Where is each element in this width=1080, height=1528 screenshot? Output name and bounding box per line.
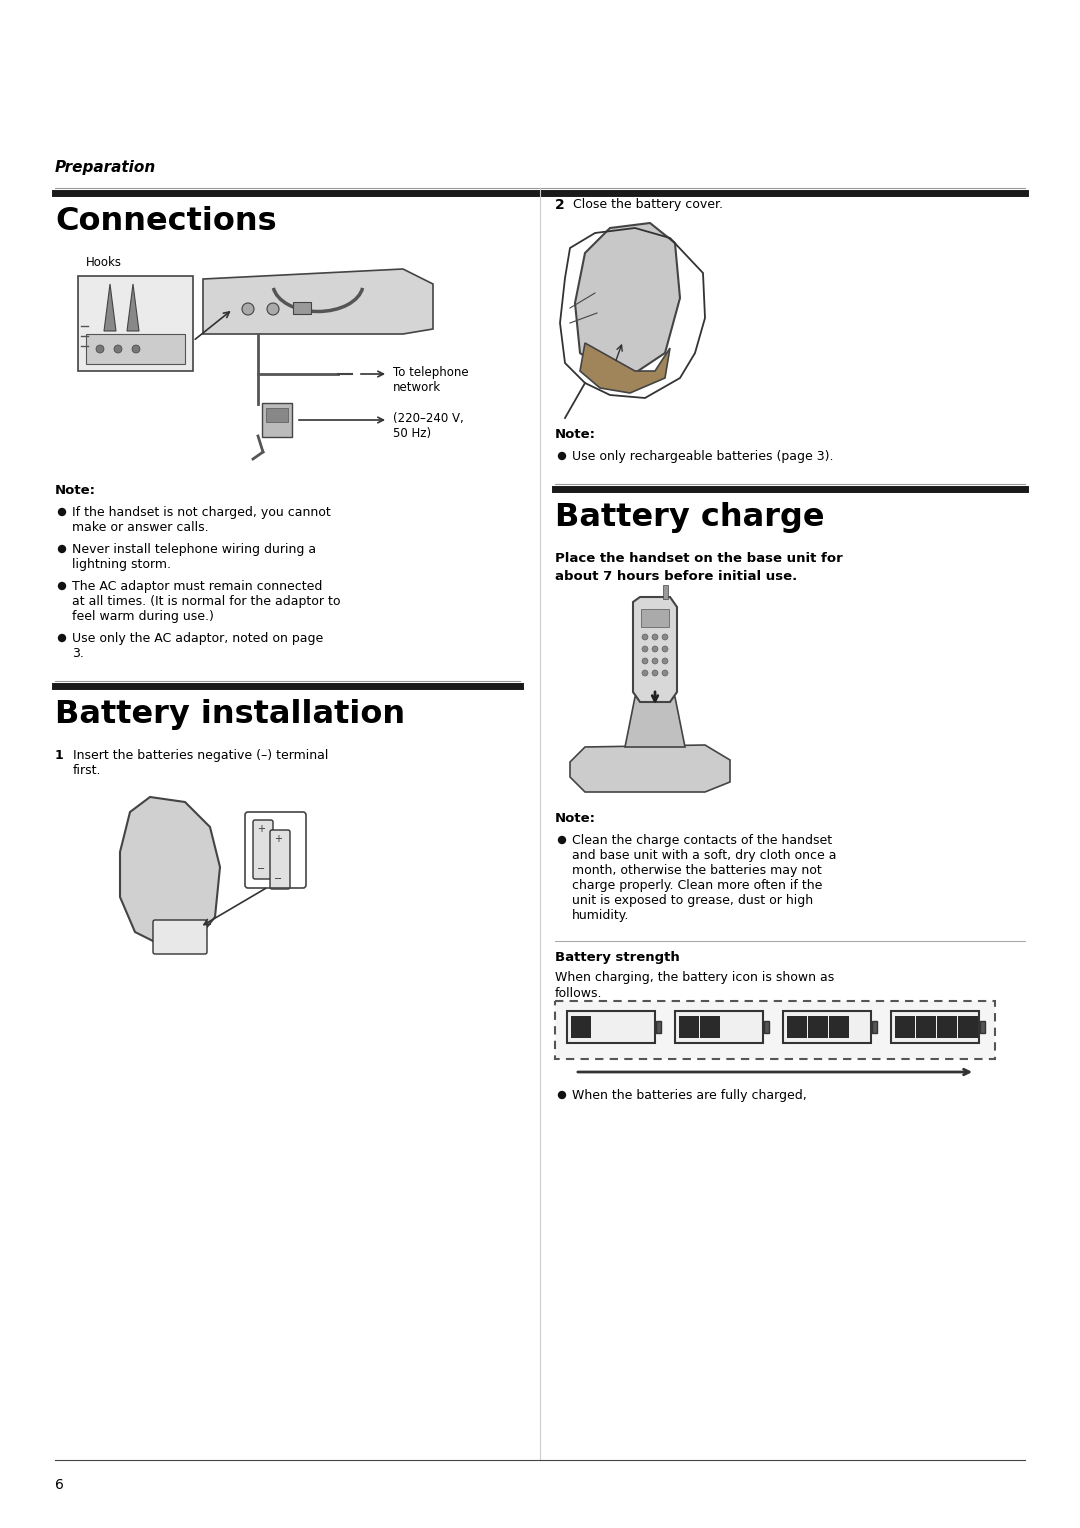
Text: Preparation: Preparation	[55, 160, 157, 176]
Bar	[764, 1021, 769, 1033]
Circle shape	[58, 634, 66, 642]
Text: Battery installation: Battery installation	[55, 698, 405, 730]
FancyBboxPatch shape	[262, 403, 292, 437]
Circle shape	[558, 452, 566, 460]
Circle shape	[652, 669, 658, 675]
Text: 6: 6	[55, 1478, 64, 1491]
Text: Clean the charge contacts of the handset
and base unit with a soft, dry cloth on: Clean the charge contacts of the handset…	[572, 834, 837, 921]
Text: To telephone
network: To telephone network	[393, 367, 469, 394]
Circle shape	[652, 646, 658, 652]
Circle shape	[662, 646, 669, 652]
Text: Use only rechargeable batteries (page 3).: Use only rechargeable batteries (page 3)…	[572, 451, 834, 463]
Bar	[891, 1012, 978, 1044]
Polygon shape	[203, 269, 433, 335]
Bar	[679, 1016, 699, 1038]
FancyBboxPatch shape	[253, 821, 273, 879]
Bar	[872, 1021, 877, 1033]
Text: Insert the batteries negative (–) terminal
first.: Insert the batteries negative (–) termin…	[73, 749, 328, 778]
Text: Never install telephone wiring during a
lightning storm.: Never install telephone wiring during a …	[72, 542, 316, 571]
Polygon shape	[120, 798, 220, 947]
Circle shape	[652, 659, 658, 665]
Text: Place the handset on the base unit for: Place the handset on the base unit for	[555, 552, 842, 565]
Text: Use only the AC adaptor, noted on page
3.: Use only the AC adaptor, noted on page 3…	[72, 633, 323, 660]
Bar	[663, 585, 669, 599]
Text: 1: 1	[55, 749, 64, 762]
Circle shape	[642, 659, 648, 665]
Text: Hooks: Hooks	[86, 257, 122, 269]
Text: Battery strength: Battery strength	[555, 950, 679, 964]
Text: about 7 hours before initial use.: about 7 hours before initial use.	[555, 570, 797, 584]
Circle shape	[114, 345, 122, 353]
Circle shape	[652, 634, 658, 640]
Circle shape	[242, 303, 254, 315]
Bar	[266, 408, 288, 422]
Polygon shape	[127, 284, 139, 332]
Circle shape	[58, 545, 66, 553]
Text: Connections: Connections	[55, 206, 276, 237]
FancyBboxPatch shape	[270, 830, 291, 889]
Polygon shape	[570, 746, 730, 792]
Text: Note:: Note:	[555, 428, 596, 442]
Bar	[916, 1016, 936, 1038]
Polygon shape	[625, 697, 685, 747]
Text: When charging, the battery icon is shown as: When charging, the battery icon is shown…	[555, 970, 834, 984]
Bar	[675, 1012, 762, 1044]
Bar	[980, 1021, 985, 1033]
Circle shape	[132, 345, 140, 353]
Text: +: +	[274, 834, 282, 843]
FancyBboxPatch shape	[555, 1001, 995, 1059]
Bar	[567, 1012, 654, 1044]
Bar	[937, 1016, 957, 1038]
Bar	[571, 1016, 591, 1038]
Circle shape	[558, 836, 566, 843]
Bar	[958, 1016, 978, 1038]
Circle shape	[662, 659, 669, 665]
Text: Note:: Note:	[555, 811, 596, 825]
Text: Note:: Note:	[55, 484, 96, 497]
Circle shape	[267, 303, 279, 315]
Circle shape	[662, 634, 669, 640]
Bar	[700, 1016, 720, 1038]
Circle shape	[642, 669, 648, 675]
Circle shape	[58, 582, 66, 590]
Bar	[808, 1016, 828, 1038]
Text: Close the battery cover.: Close the battery cover.	[573, 199, 723, 211]
Bar	[895, 1016, 915, 1038]
Text: The AC adaptor must remain connected
at all times. (It is normal for the adaptor: The AC adaptor must remain connected at …	[72, 581, 340, 623]
Polygon shape	[575, 223, 680, 373]
Bar	[656, 1021, 661, 1033]
Bar	[829, 1016, 849, 1038]
Text: Battery charge: Battery charge	[555, 503, 824, 533]
Bar	[783, 1012, 870, 1044]
Polygon shape	[633, 597, 677, 701]
Circle shape	[662, 669, 669, 675]
Circle shape	[96, 345, 104, 353]
Circle shape	[58, 509, 66, 515]
Text: 2: 2	[555, 199, 565, 212]
Bar	[787, 1016, 807, 1038]
Polygon shape	[580, 342, 670, 393]
Bar	[86, 335, 185, 364]
Text: +: +	[257, 824, 265, 834]
Bar	[78, 277, 193, 371]
Bar	[293, 303, 311, 313]
Text: (220–240 V,
50 Hz): (220–240 V, 50 Hz)	[393, 413, 463, 440]
Text: If the handset is not charged, you cannot
make or answer calls.: If the handset is not charged, you canno…	[72, 506, 330, 533]
Circle shape	[558, 1091, 566, 1099]
FancyBboxPatch shape	[153, 920, 207, 953]
Bar	[642, 610, 669, 626]
Circle shape	[642, 646, 648, 652]
Text: When the batteries are fully charged,: When the batteries are fully charged,	[572, 1089, 807, 1102]
Text: −: −	[257, 863, 265, 874]
Text: follows.: follows.	[555, 987, 603, 999]
Text: −: −	[274, 874, 282, 885]
Circle shape	[642, 634, 648, 640]
Polygon shape	[104, 284, 116, 332]
